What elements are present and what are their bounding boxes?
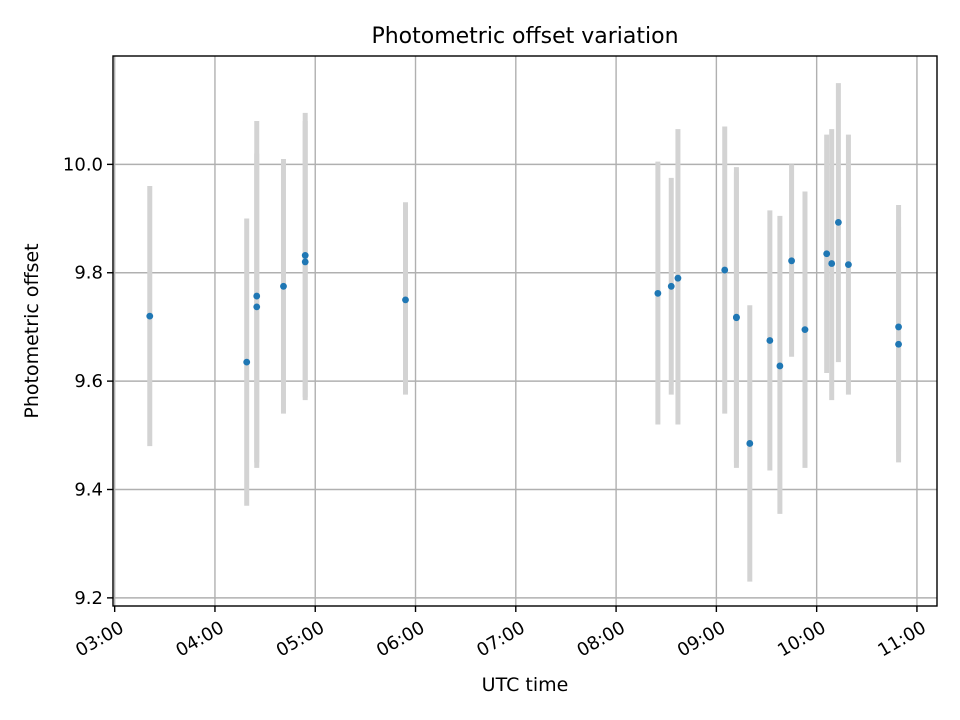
x-tick-label: 03:00 [72, 617, 127, 661]
plot-frame [112, 55, 938, 607]
x-tick-label: 05:00 [273, 617, 328, 661]
data-point [776, 362, 784, 370]
data-point [845, 261, 852, 269]
y-tick-label: 9.8 [74, 263, 103, 284]
grid-lines [113, 56, 937, 606]
data-point [834, 218, 842, 226]
data-point [146, 312, 154, 320]
data-point [895, 340, 902, 348]
x-tick-label: 08:00 [574, 617, 629, 661]
data-point [788, 257, 795, 265]
x-tick-label: 07:00 [473, 617, 528, 661]
data-point [253, 292, 261, 300]
axis-ticks: 03:00 04:00 05:00 06:00 07:00 08:00 09:00 10:00… [63, 154, 930, 661]
data-point [667, 282, 675, 290]
data-point [402, 296, 409, 304]
data-point [733, 313, 740, 321]
x-axis-label: UTC time [482, 674, 569, 696]
x-tick-label: 10:00 [774, 617, 829, 661]
data-point [280, 282, 287, 290]
data-point [243, 358, 251, 366]
x-tick-label: 04:00 [172, 617, 227, 661]
data-point [301, 258, 309, 266]
x-tick-label: 09:00 [674, 617, 729, 661]
error-bars [147, 83, 902, 582]
x-tick-label: 06:00 [373, 617, 428, 661]
x-tick-label: 11:00 [874, 617, 929, 661]
y-axis-label: Photometric offset [21, 243, 43, 418]
y-tick-label: 9.2 [74, 588, 103, 609]
data-point [828, 260, 836, 267]
y-tick-label: 9.6 [74, 371, 103, 392]
y-tick-label: 10.0 [63, 154, 103, 175]
data-point [301, 252, 309, 259]
data-point [895, 323, 902, 331]
data-point [654, 289, 662, 297]
chart-title: Photometric offset variation [371, 24, 678, 49]
data-point [674, 274, 682, 282]
data-point [746, 440, 754, 447]
data-point [823, 250, 831, 258]
y-tick-label: 9.4 [74, 479, 103, 500]
data-points [146, 218, 902, 447]
data-point [766, 337, 774, 344]
data-point [721, 266, 729, 274]
data-point [801, 326, 809, 334]
data-point [253, 303, 261, 311]
